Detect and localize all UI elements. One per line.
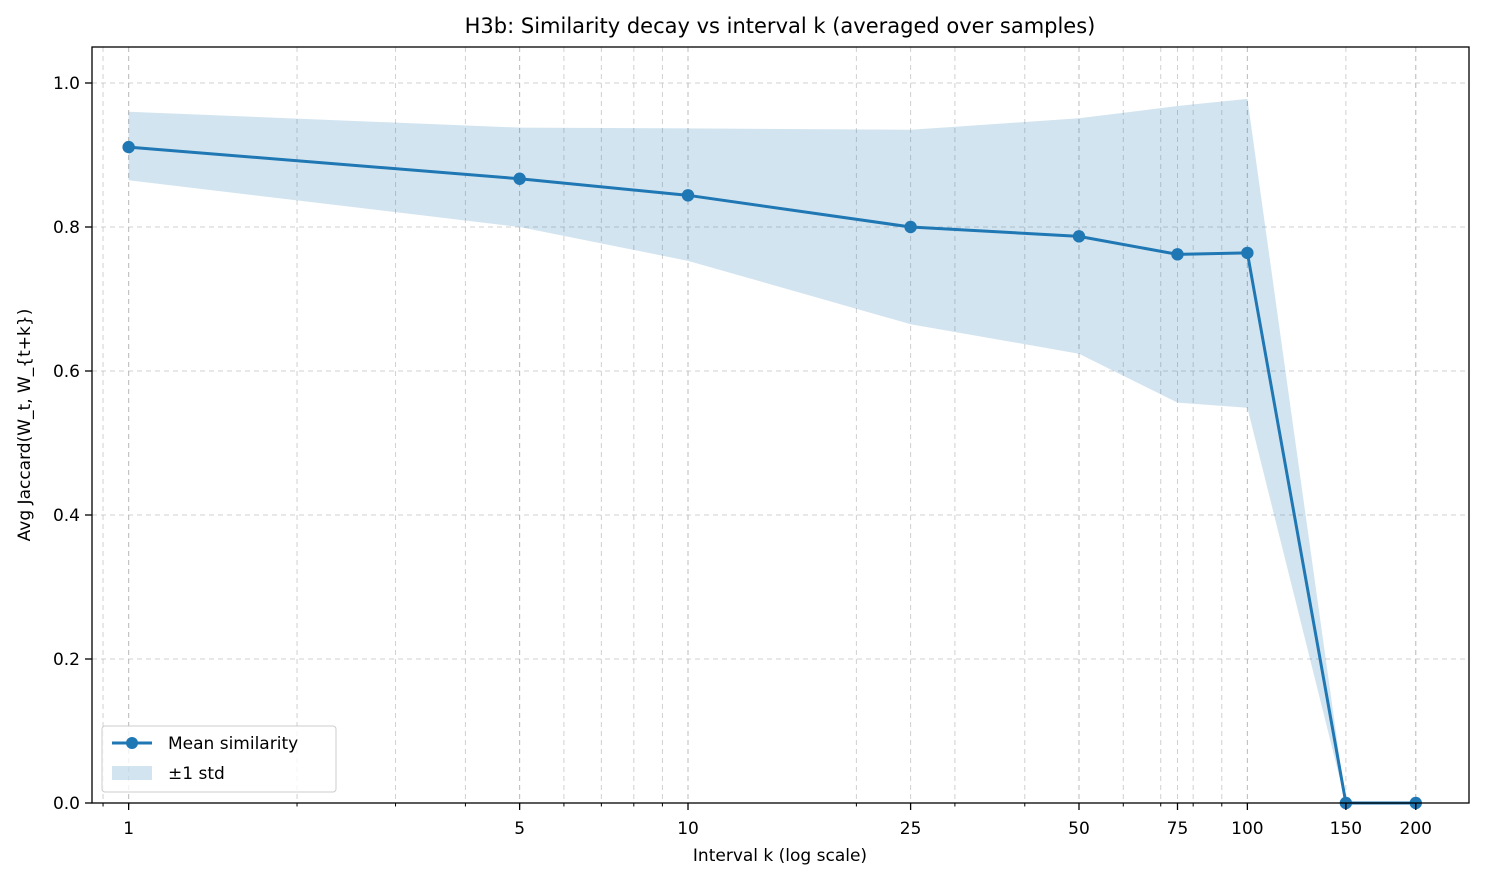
y-axis-label: Avg Jaccard(W_t, W_{t+k}): [15, 309, 35, 542]
data-point: [1171, 248, 1184, 261]
y-tick-label: 0.4: [53, 506, 80, 526]
grid: [92, 47, 1469, 804]
x-tick-label: 200: [1400, 819, 1432, 839]
y-tick-label: 0.8: [53, 218, 80, 238]
chart-title: H3b: Similarity decay vs interval k (ave…: [465, 14, 1096, 38]
x-tick-label: 25: [900, 819, 922, 839]
y-tick-label: 0.6: [53, 362, 80, 382]
plot-frame: [91, 46, 1470, 804]
legend-mean-marker-swatch: [126, 737, 138, 749]
x-tick-label: 75: [1167, 819, 1189, 839]
axis-ticks: 1 5 10 25 50 75 100 150 200 0.0 0.2 0.4 0.6 0.8 1.0: [53, 74, 1432, 839]
std-band: [128, 98, 1416, 804]
legend-box: [101, 725, 337, 793]
data-point: [681, 189, 695, 202]
y-tick-label: 1.0: [53, 74, 80, 94]
legend-std-label: ±1 std: [168, 764, 225, 784]
legend: Mean similarity ±1 std: [101, 725, 337, 793]
legend-mean-label: Mean similarity: [168, 734, 298, 754]
y-tick-label: 0.0: [53, 794, 80, 814]
x-tick-label: 5: [514, 819, 525, 839]
x-tick-label: 100: [1231, 819, 1263, 839]
data-point: [122, 140, 135, 154]
x-tick-label: 10: [677, 819, 699, 839]
y-tick-label: 0.2: [53, 650, 80, 670]
data-point: [513, 172, 526, 185]
x-tick-label: 1: [123, 819, 134, 839]
data-point: [904, 220, 917, 234]
x-tick-label: 150: [1330, 819, 1362, 839]
data-point: [1072, 230, 1086, 243]
legend-std-swatch: [112, 766, 152, 780]
data-point: [1241, 246, 1254, 260]
x-axis-label: Interval k (log scale): [693, 846, 867, 866]
x-tick-label: 50: [1068, 819, 1090, 839]
